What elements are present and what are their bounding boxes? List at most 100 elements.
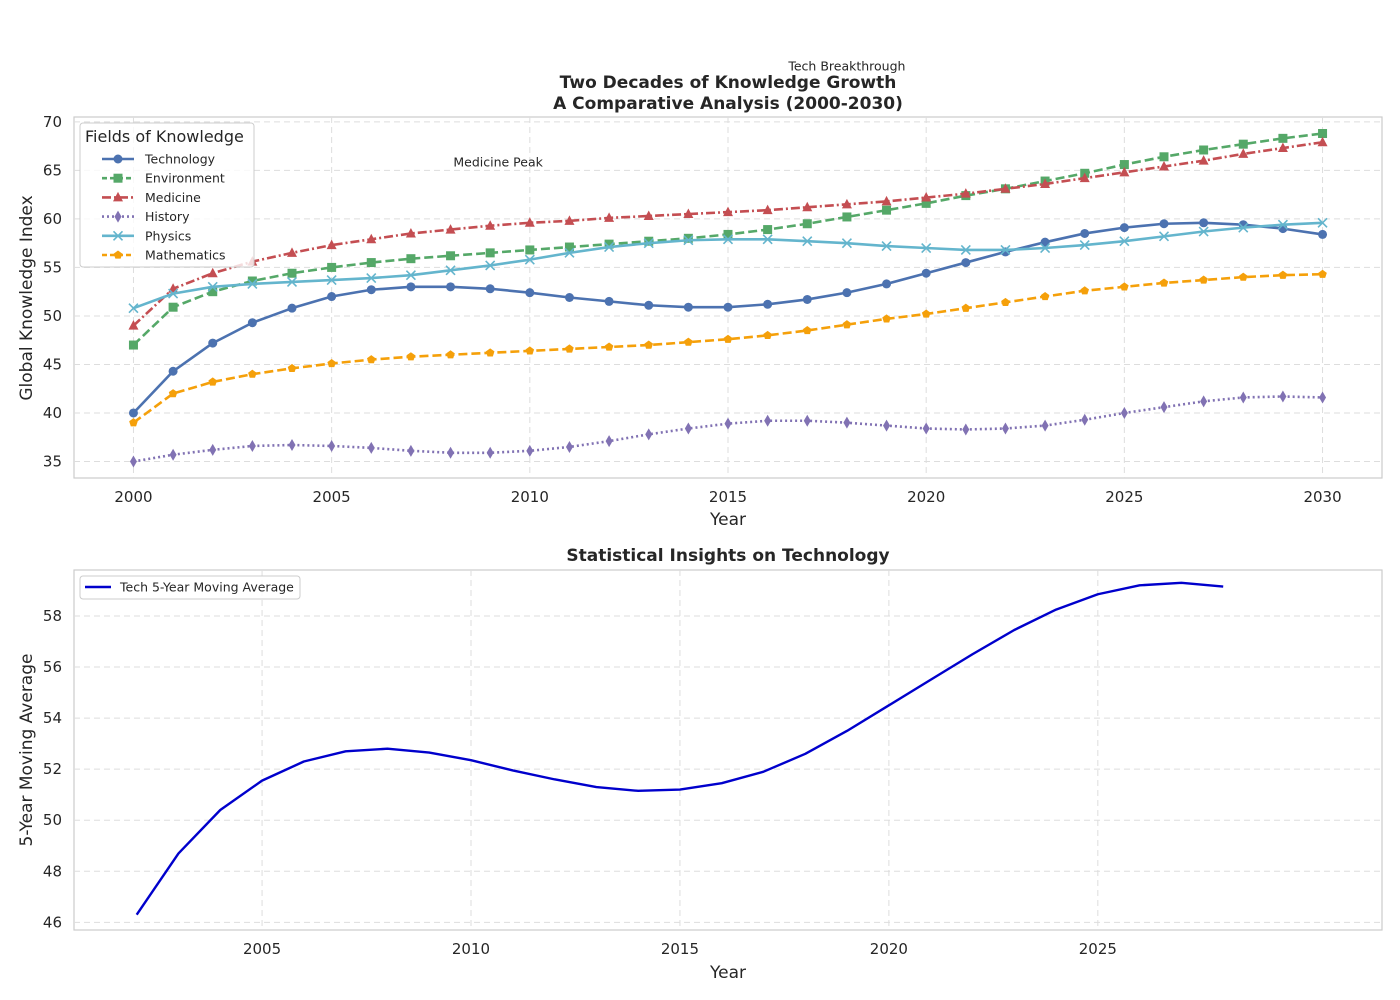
data-point-physics	[1000, 244, 1011, 256]
legend-label: History	[145, 209, 190, 224]
legend-title: Fields of Knowledge	[85, 127, 244, 146]
x-tick-label: 2020	[907, 488, 945, 506]
data-point-technology	[683, 302, 693, 312]
data-point-environment	[1199, 145, 1209, 155]
data-point-history	[764, 414, 772, 427]
data-point-environment	[525, 245, 535, 255]
data-point-medicine	[128, 320, 139, 330]
data-point-technology	[1119, 223, 1129, 233]
y-tick-label: 65	[43, 161, 62, 179]
legend-label: Environment	[145, 171, 225, 186]
data-point-medicine	[881, 195, 892, 206]
data-point-mathematics	[802, 325, 812, 335]
data-point-mathematics	[1238, 272, 1248, 281]
legend-frame	[79, 575, 301, 600]
data-point-medicine	[643, 210, 654, 220]
data-point-technology	[208, 338, 218, 348]
data-point-medicine	[1079, 172, 1090, 183]
data-point-environment	[1119, 160, 1129, 170]
data-point-physics	[762, 234, 773, 245]
series-medicine	[128, 136, 1328, 330]
data-point-environment	[485, 248, 495, 258]
data-point-history	[1001, 422, 1009, 435]
y-tick-label: 40	[43, 404, 62, 422]
data-point-environment	[1278, 133, 1288, 143]
x-tick-label: 2010	[511, 488, 549, 506]
y-tick-label: 50	[43, 307, 62, 325]
data-point-physics	[405, 270, 416, 281]
data-point-mathematics	[287, 363, 297, 372]
data-point-history	[1239, 391, 1247, 404]
y-axis-label: Global Knowledge Index	[17, 195, 37, 400]
data-point-history	[605, 435, 613, 448]
data-point-technology	[287, 303, 297, 313]
data-point-mathematics	[327, 358, 336, 368]
y-tick-label: 52	[43, 760, 62, 778]
data-point-history	[1279, 390, 1287, 403]
data-point-environment	[683, 233, 693, 243]
data-point-physics	[524, 254, 535, 265]
data-point-mathematics	[1278, 270, 1288, 279]
legend-label: Physics	[145, 228, 191, 243]
data-point-environment	[446, 251, 456, 261]
x-tick-label: 2020	[870, 940, 908, 958]
x-tick-label: 2025	[1079, 940, 1117, 958]
data-point-physics	[128, 303, 139, 314]
data-point-environment	[564, 242, 574, 252]
data-point-history	[1319, 391, 1327, 404]
data-point-technology	[1159, 219, 1169, 229]
data-point-mathematics	[604, 342, 614, 351]
data-point-environment	[327, 262, 337, 272]
series-history	[129, 390, 1327, 468]
data-point-physics	[366, 273, 377, 284]
data-point-technology	[763, 299, 773, 309]
data-point-physics	[1238, 222, 1249, 233]
chart-title-line1: Two Decades of Knowledge Growth	[560, 73, 897, 93]
data-point-history	[922, 422, 930, 435]
data-point-physics	[1079, 240, 1090, 251]
x-tick-label: 2025	[1105, 488, 1143, 506]
tech-moving-average-chart: Statistical Insights on Technology 2005 2…	[17, 546, 1383, 983]
data-point-mathematics	[1080, 286, 1090, 295]
legend: Fields of Knowledge Technology Environment…	[79, 122, 255, 268]
data-point-history	[803, 414, 811, 427]
data-point-medicine	[1000, 183, 1011, 193]
data-point-history	[1120, 406, 1128, 419]
x-axis-label: Year	[709, 963, 746, 983]
data-point-medicine	[366, 233, 377, 244]
data-point-environment	[644, 236, 654, 246]
data-point-history	[843, 416, 851, 429]
legend-marker	[113, 191, 123, 202]
data-point-environment	[921, 198, 931, 208]
data-point-technology	[366, 285, 376, 295]
chart-title: Statistical Insights on Technology	[566, 546, 889, 566]
data-point-physics	[722, 234, 734, 245]
data-point-technology	[1040, 237, 1050, 247]
data-point-technology	[644, 300, 654, 310]
data-point-technology	[842, 288, 852, 298]
data-point-environment	[366, 258, 376, 268]
data-point-medicine	[1317, 136, 1328, 147]
data-point-environment	[1318, 128, 1328, 138]
data-point-technology	[723, 302, 733, 312]
data-point-mathematics	[248, 369, 257, 378]
data-point-physics	[207, 281, 218, 292]
data-point-environment	[763, 225, 773, 235]
data-point-history	[1160, 401, 1168, 414]
data-point-medicine	[405, 227, 416, 238]
data-point-medicine	[207, 267, 218, 278]
legend-label: Technology	[144, 152, 216, 167]
data-point-history	[367, 441, 375, 454]
data-point-physics	[445, 265, 456, 276]
data-point-medicine	[802, 201, 813, 212]
data-point-medicine	[524, 217, 535, 227]
y-axis-label: 5-Year Moving Average	[17, 654, 37, 847]
data-point-mathematics	[763, 330, 772, 339]
data-point-physics	[1040, 242, 1051, 254]
data-point-mathematics	[961, 303, 971, 312]
legend-marker	[113, 173, 123, 183]
x-tick-label: 2015	[709, 488, 747, 506]
y-tick-label: 54	[43, 709, 62, 727]
data-point-environment	[208, 287, 218, 297]
